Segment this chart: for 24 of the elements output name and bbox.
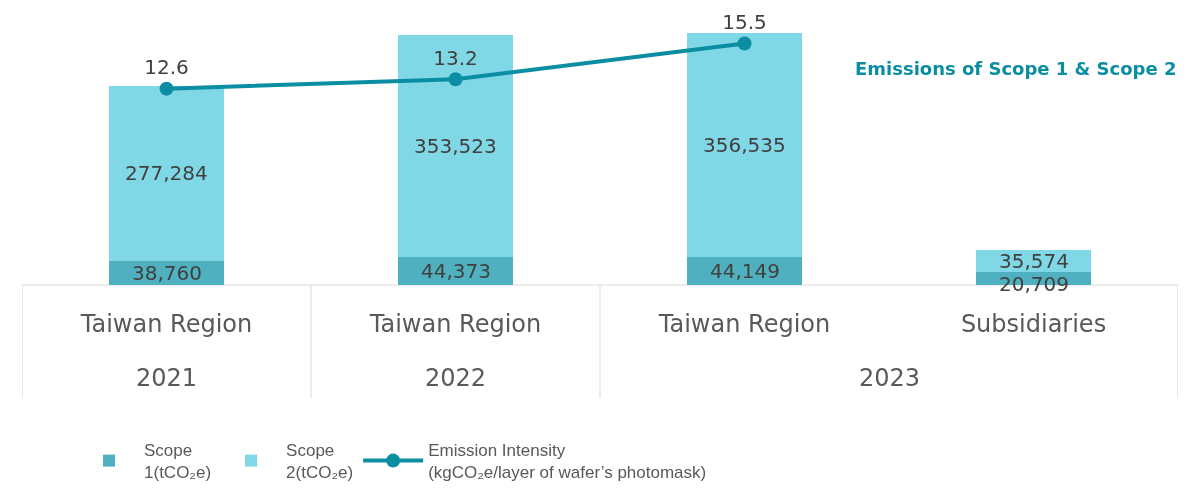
text: 2021 [136,364,198,392]
data-label: 353,523 [414,134,497,158]
text: 2023 [859,364,921,392]
x-tick-label: Taiwan Region [657,310,831,338]
x-tick-label: Taiwan Region [368,310,542,338]
data-label: 356,535 [703,133,786,157]
x-tick-label: Subsidiaries [960,310,1107,338]
x-tick-label: Taiwan Region [79,310,253,338]
data-label: 38,760 [132,261,202,285]
data-label: 35,574 [999,249,1069,273]
legend-label: Scope 2(tCO₂e) [286,441,354,483]
legend-label: Emission Intensity (kgCO₂e/layer of wafer’s photomask) [428,441,707,483]
bar [686,32,803,258]
data-label: 13.2 [433,45,478,70]
data-label: 44,373 [421,259,491,283]
data-label: 15.5 [722,9,767,34]
data-label: 277,284 [125,161,208,185]
data-label: 44,149 [710,259,780,283]
text: 2022 [425,364,487,392]
bar [397,34,514,258]
annotation: Emissions of Scope 1 & Scope 2 [855,58,1177,79]
bar [108,86,225,261]
legend-label: Scope 1(tCO₂e) [144,441,212,483]
data-label: 12.6 [144,54,189,79]
